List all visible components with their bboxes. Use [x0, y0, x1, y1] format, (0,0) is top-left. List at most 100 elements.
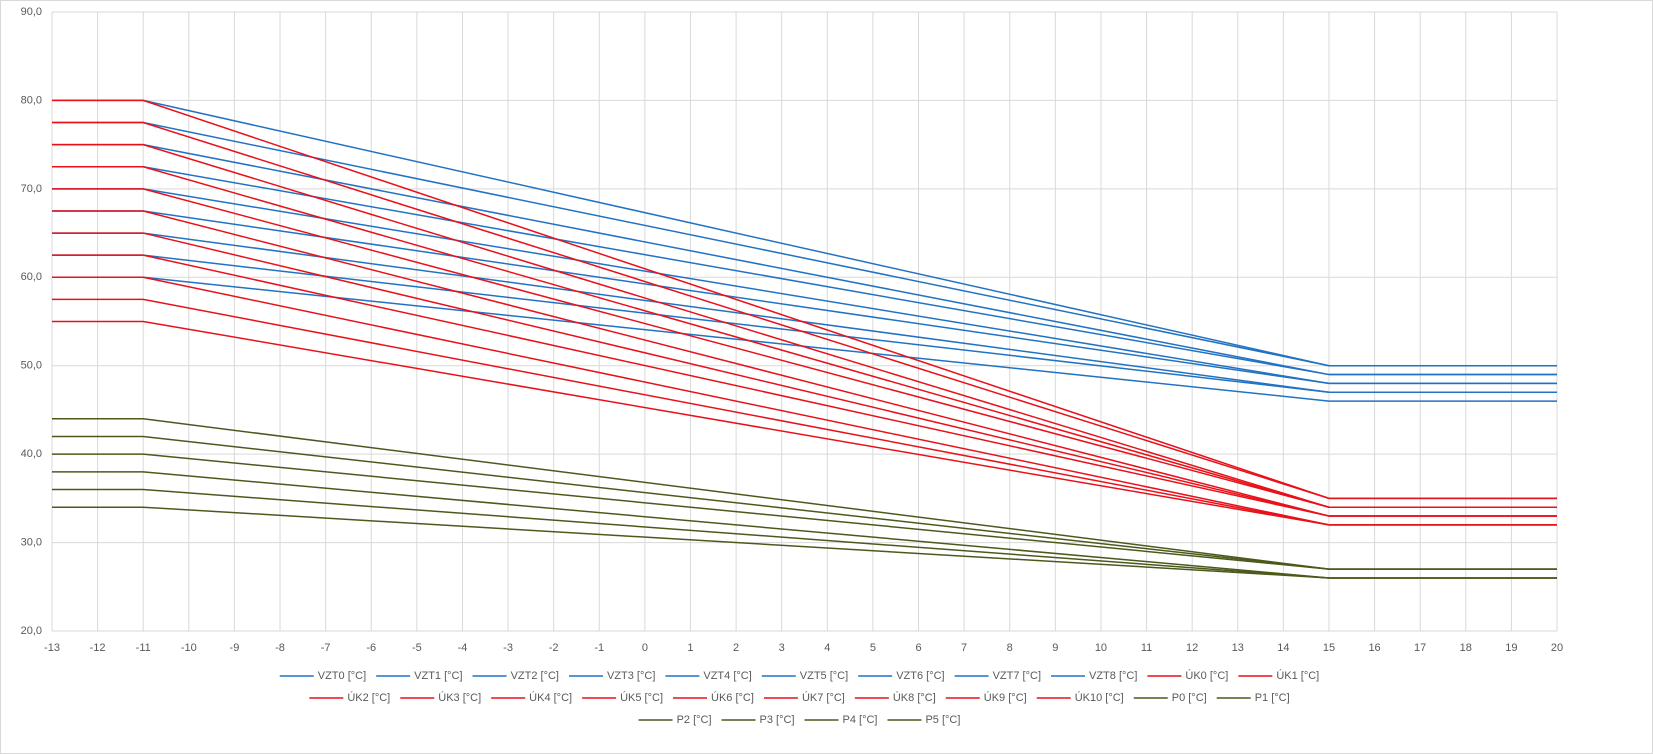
x-tick-label: 6: [915, 642, 921, 654]
y-tick-label: 20,0: [21, 625, 42, 637]
x-tick-label: -4: [458, 642, 468, 654]
series-line: [52, 471, 1557, 579]
x-tick-label: 13: [1232, 642, 1244, 654]
y-tick-label: 50,0: [21, 360, 42, 372]
legend-item: ÚK1 [°C]: [1238, 669, 1319, 682]
legend-label: ÚK9 [°C]: [984, 691, 1027, 704]
legend-label: P1 [°C]: [1255, 692, 1290, 704]
x-tick-label: 11: [1141, 642, 1152, 654]
y-tick-label: 90,0: [21, 6, 42, 18]
legend-item: P2 [°C]: [638, 714, 712, 726]
legend-item: ÚK10 [°C]: [1036, 691, 1124, 704]
x-tick-label: 17: [1414, 642, 1426, 654]
legend-label: VZT6 [°C]: [896, 670, 944, 682]
legend-label: VZT1 [°C]: [414, 670, 462, 682]
x-tick-label: -6: [366, 642, 376, 654]
legend-item: VZT8 [°C]: [1051, 670, 1137, 682]
legend-label: VZT7 [°C]: [993, 670, 1041, 682]
x-tick-label: -12: [90, 642, 106, 654]
series-line: [52, 418, 1557, 570]
x-tick-label: 8: [1007, 642, 1013, 654]
legend-label: VZT4 [°C]: [703, 670, 751, 682]
legend-label: VZT2 [°C]: [511, 670, 559, 682]
legend-label: ÚK6 [°C]: [711, 691, 754, 704]
x-tick-label: -1: [594, 642, 604, 654]
legend-item: VZT5 [°C]: [761, 670, 848, 682]
x-tick-label: 18: [1460, 642, 1472, 654]
y-tick-label: 40,0: [21, 448, 42, 460]
legend-label: VZT5 [°C]: [800, 670, 848, 682]
legend-item: VZT3 [°C]: [568, 670, 655, 682]
x-tick-label: 3: [779, 642, 785, 654]
x-tick-label: -10: [181, 642, 197, 654]
legend-label: P0 [°C]: [1172, 692, 1207, 704]
x-tick-label: 1: [687, 642, 693, 654]
y-tick-label: 80,0: [21, 94, 42, 106]
legend-label: VZT3 [°C]: [607, 670, 655, 682]
legend-item: P1 [°C]: [1216, 692, 1290, 704]
legend-item: ÚK2 [°C]: [309, 691, 390, 704]
series-line: [52, 121, 1557, 500]
x-tick-label: -7: [321, 642, 331, 654]
legend-label: ÚK0 [°C]: [1185, 669, 1228, 682]
x-tick-label: 14: [1277, 642, 1289, 654]
legend-item: VZT7 [°C]: [954, 670, 1041, 682]
legend-item: VZT2 [°C]: [472, 670, 559, 682]
x-tick-label: 20: [1551, 642, 1563, 654]
legend-item: ÚK8 [°C]: [854, 691, 936, 704]
legend-label: ÚK2 [°C]: [347, 691, 390, 704]
legend-label: VZT8 [°C]: [1089, 670, 1137, 682]
x-tick-label: 9: [1052, 642, 1058, 654]
legend-label: P2 [°C]: [677, 714, 712, 726]
series-line: [52, 320, 1557, 526]
legend-item: P0 [°C]: [1133, 692, 1207, 704]
x-tick-label: 4: [824, 642, 830, 654]
legend-item: P3 [°C]: [721, 714, 795, 726]
x-tick-label: 2: [733, 642, 739, 654]
legend-item: ÚK5 [°C]: [582, 691, 663, 704]
legend-item: ÚK4 [°C]: [491, 691, 572, 704]
legend-item: VZT1 [°C]: [376, 670, 463, 682]
y-tick-label: 60,0: [21, 271, 42, 283]
x-tick-label: -9: [230, 642, 240, 654]
legend-item: P4 [°C]: [804, 714, 878, 726]
legend-item: ÚK3 [°C]: [400, 691, 481, 704]
x-tick-label: -13: [44, 642, 60, 654]
series-line: [52, 188, 1557, 508]
x-tick-label: -11: [136, 642, 151, 654]
legend-item: ÚK0 [°C]: [1147, 669, 1228, 682]
legend-label: ÚK3 [°C]: [438, 691, 481, 704]
x-tick-label: 12: [1186, 642, 1198, 654]
legend-label: ÚK7 [°C]: [802, 691, 845, 704]
legend-label: P3 [°C]: [760, 714, 795, 726]
legend-label: ÚK4 [°C]: [529, 691, 572, 704]
x-tick-label: -8: [275, 642, 285, 654]
y-tick-label: 70,0: [21, 183, 42, 195]
y-tick-label: 30,0: [21, 536, 42, 548]
series-line: [52, 254, 1557, 517]
x-tick-label: -5: [412, 642, 422, 654]
legend-item: VZT0 [°C]: [279, 670, 366, 682]
legend-item: ÚK9 [°C]: [945, 691, 1027, 704]
x-tick-label: 16: [1368, 642, 1380, 654]
legend-label: ÚK5 [°C]: [620, 691, 663, 704]
legend-label: VZT0 [°C]: [318, 670, 366, 682]
x-tick-label: -2: [549, 642, 559, 654]
x-tick-label: 0: [642, 642, 648, 654]
legend-item: VZT4 [°C]: [665, 670, 752, 682]
legend-label: P4 [°C]: [843, 714, 878, 726]
legend-item: ÚK6 [°C]: [673, 691, 754, 704]
x-tick-label: -3: [503, 642, 513, 654]
legend-item: P5 [°C]: [887, 714, 960, 726]
x-tick-label: 5: [870, 642, 876, 654]
legend-item: ÚK7 [°C]: [763, 691, 845, 704]
x-tick-label: 19: [1505, 642, 1517, 654]
x-tick-label: 7: [961, 642, 967, 654]
x-tick-label: 15: [1323, 642, 1335, 654]
x-tick-label: 10: [1095, 642, 1107, 654]
legend-label: P5 [°C]: [925, 714, 960, 726]
legend-label: ÚK10 [°C]: [1075, 691, 1124, 704]
legend-item: VZT6 [°C]: [858, 670, 945, 682]
